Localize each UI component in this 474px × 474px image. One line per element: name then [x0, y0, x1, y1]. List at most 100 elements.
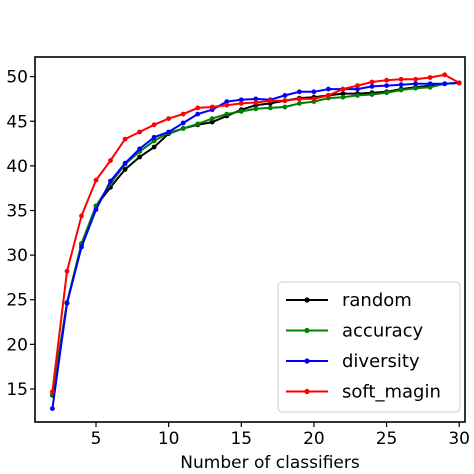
- data-point: [413, 76, 418, 82]
- x-axis: 5 10 15 20 25 30: [91, 422, 470, 449]
- data-point: [50, 406, 55, 411]
- legend-item: diversity: [286, 351, 420, 372]
- data-point: [253, 106, 259, 112]
- data-point: [166, 116, 172, 121]
- legend-marker: [304, 297, 310, 303]
- data-point: [427, 75, 433, 80]
- y-tick-label: 45: [6, 112, 28, 132]
- legend-box: [277, 281, 461, 413]
- data-point: [413, 85, 418, 91]
- data-point: [238, 109, 244, 114]
- y-tick-label: 15: [6, 380, 28, 400]
- legend-marker: [304, 388, 310, 395]
- data-point: [340, 86, 346, 92]
- data-point: [311, 96, 317, 102]
- data-point: [64, 268, 70, 274]
- legend-item: soft_magin: [286, 382, 441, 403]
- data-point: [442, 72, 448, 78]
- data-point: [180, 125, 186, 131]
- legend-marker: [304, 327, 310, 334]
- data-point: [209, 116, 215, 121]
- y-tick-label: 30: [6, 246, 28, 266]
- data-point: [93, 177, 99, 183]
- data-point: [297, 101, 302, 106]
- data-point: [369, 92, 375, 97]
- data-point: [238, 101, 244, 106]
- data-point: [384, 77, 389, 83]
- data-point: [209, 119, 215, 125]
- data-point: [369, 79, 375, 85]
- data-point: [166, 129, 172, 135]
- data-point: [137, 146, 143, 152]
- data-point: [267, 98, 273, 104]
- data-point: [122, 136, 128, 142]
- data-point: [137, 154, 143, 160]
- data-point: [50, 389, 55, 395]
- legend-item: accuracy: [286, 321, 424, 342]
- data-point: [224, 102, 230, 108]
- y-tick-label: 40: [6, 157, 28, 177]
- data-point: [108, 158, 113, 163]
- data-point: [297, 89, 302, 95]
- data-point: [456, 80, 462, 86]
- data-point: [253, 100, 259, 105]
- x-tick-label: 30: [448, 429, 470, 449]
- data-point: [384, 83, 389, 88]
- data-point: [282, 93, 288, 98]
- data-point: [79, 213, 84, 219]
- x-tick-label: 5: [91, 429, 102, 449]
- data-point: [340, 94, 346, 100]
- data-point: [326, 86, 331, 92]
- data-point: [238, 97, 244, 103]
- data-point: [297, 96, 302, 102]
- data-point: [195, 121, 201, 127]
- data-point: [64, 300, 70, 306]
- data-point: [442, 81, 448, 87]
- data-point: [151, 122, 157, 128]
- x-tick-label: 20: [303, 429, 325, 449]
- data-point: [137, 129, 143, 135]
- plot-area-frame: [34, 56, 466, 423]
- data-point: [122, 160, 128, 166]
- data-point: [122, 167, 128, 172]
- data-point: [311, 89, 317, 95]
- y-tick-label: 50: [6, 68, 28, 88]
- legend-label: diversity: [342, 351, 420, 372]
- data-point: [398, 76, 404, 82]
- data-point: [209, 104, 215, 110]
- x-axis-label: Number of classifiers: [180, 453, 360, 473]
- data-point: [355, 86, 360, 92]
- data-point: [282, 98, 288, 104]
- y-tick-label: 35: [6, 201, 28, 221]
- legend-label: soft_magin: [342, 382, 441, 403]
- data-point: [369, 84, 375, 89]
- series-diversity: [50, 80, 462, 411]
- data-point: [151, 134, 157, 140]
- data-point: [151, 144, 157, 150]
- data-point: [267, 105, 273, 111]
- data-point: [195, 111, 201, 117]
- data-point: [340, 91, 346, 96]
- x-tick-label: 15: [230, 429, 252, 449]
- data-point: [398, 87, 404, 93]
- data-point: [151, 138, 157, 144]
- series-layer: [50, 72, 462, 411]
- y-tick-label: 20: [6, 335, 28, 355]
- legend-label: accuracy: [342, 321, 424, 342]
- data-point: [79, 244, 84, 250]
- data-point: [93, 207, 99, 213]
- data-point: [195, 105, 201, 111]
- legend-marker: [304, 358, 310, 364]
- data-point: [355, 93, 360, 98]
- data-point: [413, 81, 418, 87]
- legend-item: random: [286, 290, 412, 311]
- data-point: [427, 81, 433, 87]
- data-point: [355, 83, 360, 88]
- data-point: [180, 120, 186, 126]
- data-point: [224, 99, 230, 104]
- series-soft-magin: [50, 72, 462, 395]
- data-point: [398, 82, 404, 88]
- data-point: [326, 93, 331, 98]
- y-tick-label: 25: [6, 291, 28, 311]
